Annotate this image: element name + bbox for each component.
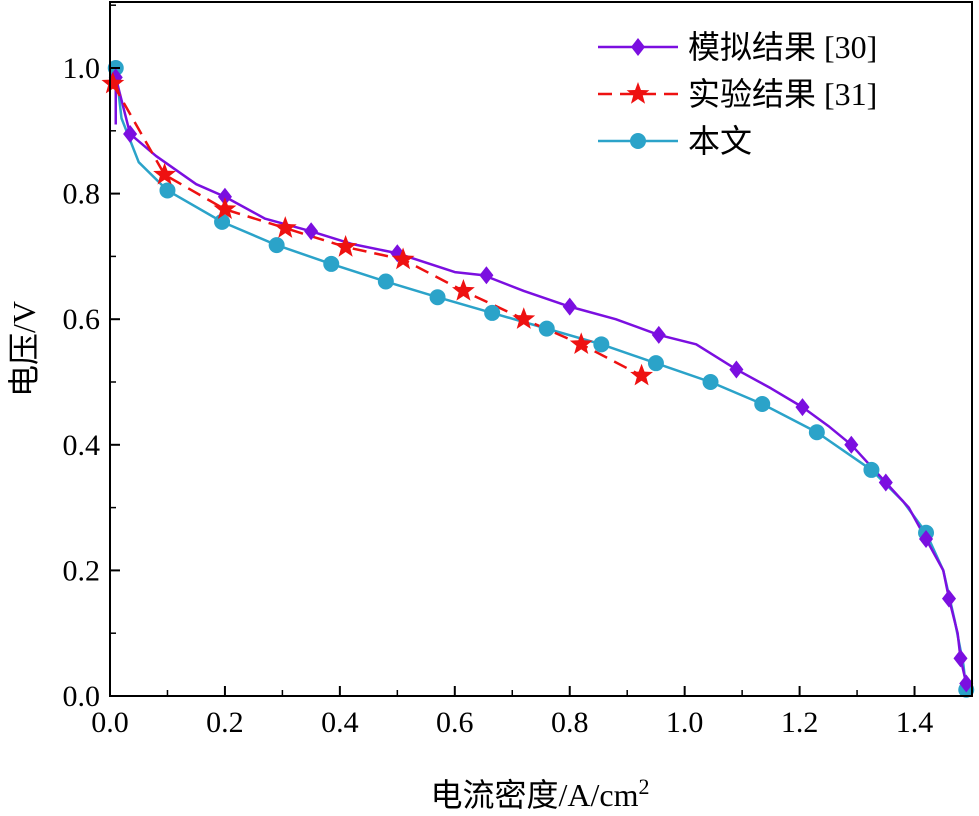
x-tick-label: 1.4: [896, 706, 934, 739]
plot-frame: [109, 1, 973, 697]
series-0-point: [479, 266, 494, 285]
series-2-point: [484, 304, 501, 321]
series-line-0: [114, 76, 968, 684]
series-2-point: [214, 213, 231, 230]
x-tick-label: 0.2: [206, 706, 244, 739]
series-line-2: [114, 67, 968, 690]
series-1-point: [630, 363, 653, 386]
y-tick-label: 0.6: [63, 303, 101, 336]
series-0-point: [562, 297, 577, 316]
x-tick-label: 0.0: [91, 706, 129, 739]
y-tick-label: 0.2: [63, 554, 101, 587]
x-axis-title: 电流密度/A/cm2: [431, 774, 650, 813]
legend-label-2: 本文: [688, 123, 752, 159]
series-1-point: [391, 247, 415, 270]
y-tick-label: 0.8: [63, 178, 101, 211]
series-2-point: [808, 424, 825, 441]
series-0-point: [953, 649, 968, 668]
x-tick-label: 0.6: [436, 706, 474, 739]
series-0-point: [217, 187, 232, 206]
series-1-point: [569, 332, 593, 355]
series-0-point: [651, 325, 666, 344]
plot-lines: [111, 67, 968, 690]
series-1-point: [273, 216, 297, 238]
series-2-point: [702, 374, 719, 390]
series-2-point: [538, 320, 555, 337]
series-2-point: [593, 336, 610, 353]
series-0-point: [878, 473, 893, 492]
series-0-point: [795, 398, 810, 417]
series-0-point: [919, 530, 934, 548]
legend-marker-0: [630, 38, 646, 56]
series-2-point: [159, 182, 176, 199]
y-tick-label: 0.4: [63, 429, 101, 462]
x-tick-label: 1.0: [666, 706, 704, 739]
series-2-point: [323, 255, 340, 272]
series-0-point: [123, 124, 138, 143]
x-tick-label: 0.4: [321, 706, 359, 739]
series-2-point: [377, 273, 394, 290]
series-1-point: [512, 307, 536, 329]
legend-marker-2: [630, 133, 646, 149]
y-axis-title: 电压/V: [6, 301, 42, 397]
x-tick-label: 1.2: [781, 706, 819, 739]
series-2-point: [647, 355, 664, 372]
x-axis: 0.0 0.2 0.4 0.6 0.8 1.0 1.2 1.4: [91, 686, 933, 739]
series-2-point: [268, 237, 285, 254]
x-axis-title-superscript: 2: [639, 774, 650, 799]
series-0-point: [844, 435, 859, 454]
series-2-point: [754, 395, 771, 412]
legend: 模拟结果 [30] 实验结果 [31] 本文: [598, 29, 877, 159]
x-tick-label: 0.8: [551, 706, 589, 739]
legend-label-0: 模拟结果 [30]: [688, 29, 877, 65]
series-0-point: [729, 360, 744, 379]
series-1-point: [452, 278, 475, 301]
plot-markers: [101, 60, 975, 698]
series-2-point: [429, 289, 446, 306]
series-1-point: [334, 234, 358, 257]
y-tick-label: 1.0: [63, 52, 101, 85]
y-axis: 0.0 0.2 0.4 0.6 0.8 1.0: [63, 4, 120, 713]
series-1-point: [101, 71, 125, 94]
series-0-point: [304, 222, 319, 241]
legend-label-1: 实验结果 [31]: [688, 76, 877, 112]
series-1-point: [213, 197, 237, 220]
series-0-point: [959, 674, 974, 693]
legend-marker-1: [626, 82, 650, 104]
series-0-point: [941, 589, 957, 608]
series-1-point: [153, 162, 177, 185]
series-line-1: [111, 83, 643, 377]
series-2-point: [863, 461, 880, 478]
y-tick-label: 0.0: [63, 680, 101, 713]
